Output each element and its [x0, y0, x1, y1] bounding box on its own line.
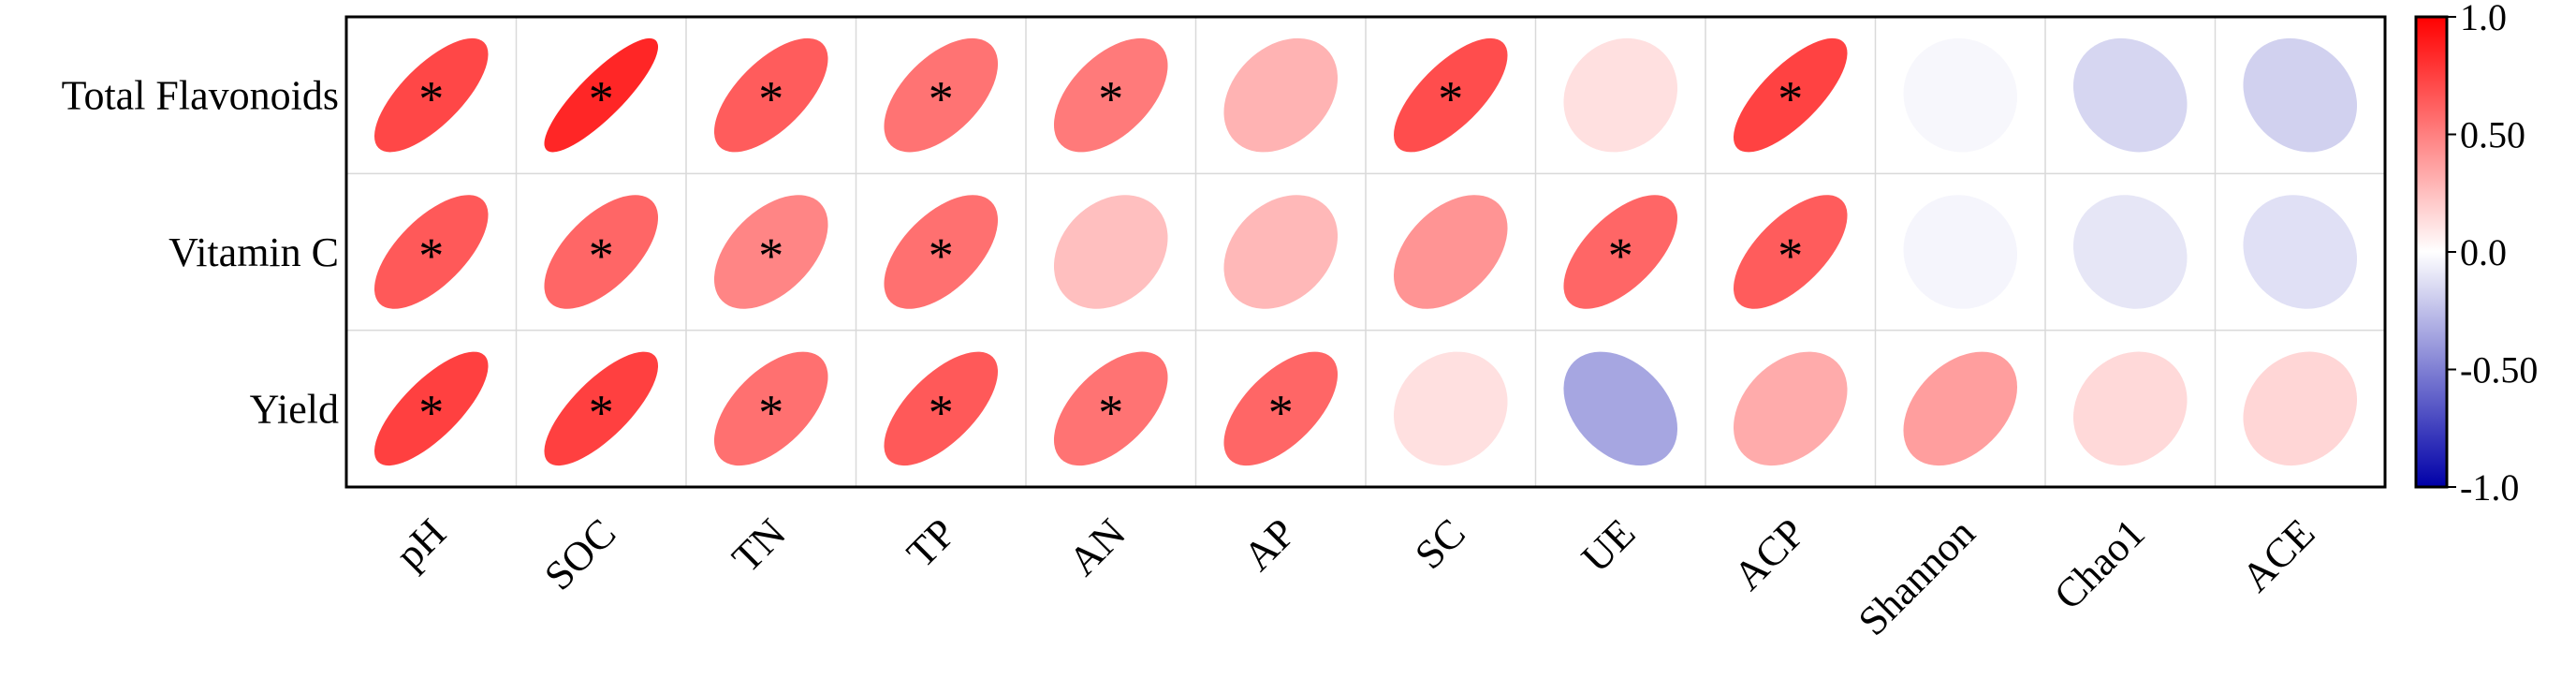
significance-marker: * — [418, 384, 444, 440]
colorbar: 1.0 0.50 0.0 -0.50 -1.0 — [2414, 0, 2538, 509]
significance-marker: * — [1778, 228, 1803, 284]
grid-layer — [344, 15, 2387, 489]
column-label: pH — [387, 509, 455, 578]
significance-marker: * — [929, 71, 954, 127]
correlation-ellipse-vitamin-c-sc — [1393, 195, 1508, 309]
colorbar-tick-label: -0.50 — [2460, 349, 2538, 391]
correlation-ellipse-total-flavonoids-sc — [1393, 37, 1508, 153]
colorbar-tick-label: -1.0 — [2460, 466, 2519, 509]
correlation-ellipse-vitamin-c-ue — [1563, 195, 1678, 309]
significance-marker: * — [589, 71, 614, 127]
significance-marker: * — [758, 384, 783, 440]
correlation-ellipse-vitamin-c-soc — [544, 195, 659, 309]
correlation-ellipse-yield-tp — [884, 351, 999, 466]
column-label: ACE — [2232, 509, 2323, 600]
correlation-ellipse-total-flavonoids-shannon — [1903, 37, 2018, 153]
correlation-ellipse-vitamin-c-ph — [373, 195, 489, 309]
correlation-ellipse-vitamin-c-chao1 — [2072, 195, 2188, 309]
correlation-ellipse-yield-ap — [1223, 351, 1339, 466]
row-label: Yield — [250, 386, 339, 432]
correlation-ellipse-total-flavonoids-acp — [1733, 37, 1848, 153]
plot-border — [344, 15, 2387, 489]
correlation-ellipse-yield-sc — [1393, 351, 1508, 466]
correlation-ellipse-yield-ue — [1563, 351, 1678, 466]
correlation-ellipse-yield-ph — [373, 351, 489, 466]
correlation-ellipse-yield-acp — [1733, 351, 1848, 466]
correlation-ellipse-vitamin-c-ap — [1223, 195, 1339, 309]
correlation-ellipse-vitamin-c-an — [1053, 195, 1168, 309]
significance-marker: * — [1608, 228, 1633, 284]
column-label: SOC — [535, 509, 624, 598]
correlation-ellipse-vitamin-c-tp — [884, 195, 999, 309]
significance-marker: * — [589, 384, 614, 440]
column-labels: pH SOC TN TP AN AP SC UE ACP Shannon Chao1 ACE — [387, 509, 2323, 644]
correlation-ellipse-yield-soc — [544, 351, 659, 466]
correlation-ellipse-yield-chao1 — [2072, 351, 2188, 466]
column-label: SC — [1406, 509, 1474, 578]
correlation-ellipse-vitamin-c-shannon — [1903, 195, 2018, 309]
correlation-ellipse-total-flavonoids-tn — [713, 37, 828, 153]
significance-marker: * — [929, 384, 954, 440]
correlation-ellipse-yield-shannon — [1903, 351, 2018, 466]
correlation-ellipse-total-flavonoids-chao1 — [2072, 37, 2188, 153]
significance-marker: * — [1098, 384, 1123, 440]
correlation-ellipse-yield-tn — [713, 351, 828, 466]
significance-marker: * — [418, 228, 444, 284]
column-label: TN — [724, 509, 795, 581]
colorbar-tick-label: 1.0 — [2460, 0, 2507, 38]
correlation-ellipse-vitamin-c-ace — [2243, 195, 2358, 309]
significance-marker: * — [1778, 71, 1803, 127]
significance-marker: * — [1438, 71, 1463, 127]
column-label: AN — [1060, 509, 1134, 584]
significance-marker: * — [418, 71, 444, 127]
correlation-ellipse-vitamin-c-tn — [713, 195, 828, 309]
colorbar-tick-label: 0.50 — [2460, 114, 2525, 156]
correlation-ellipse-total-flavonoids-ap — [1223, 37, 1339, 153]
column-label: ACP — [1725, 509, 1814, 598]
correlation-ellipse-total-flavonoids-ue — [1563, 37, 1678, 153]
correlation-ellipse-total-flavonoids-ph — [373, 37, 489, 153]
significance-marker: * — [758, 71, 783, 127]
correlation-ellipse-total-flavonoids-soc — [544, 37, 659, 153]
correlation-ellipse-vitamin-c-acp — [1733, 195, 1848, 309]
cells-layer: * * * * * * * * * * * * * * * * * * * — [373, 37, 2358, 466]
significance-marker: * — [1268, 384, 1294, 440]
row-label: Total Flavonoids — [62, 73, 339, 119]
significance-marker: * — [1098, 71, 1123, 127]
correlation-ellipse-yield-an — [1053, 351, 1168, 466]
correlation-ellipse-total-flavonoids-ace — [2243, 37, 2358, 153]
column-label: TP — [898, 509, 964, 576]
significance-marker: * — [758, 228, 783, 284]
column-label: AP — [1235, 509, 1304, 579]
colorbar-tick-label: 0.0 — [2460, 231, 2507, 273]
correlation-ellipse-total-flavonoids-an — [1053, 37, 1168, 153]
significance-marker: * — [929, 228, 954, 284]
column-label: Shannon — [1850, 509, 1984, 644]
correlation-ellipse-yield-ace — [2243, 351, 2358, 466]
row-label: Vitamin C — [168, 229, 339, 275]
column-label: UE — [1573, 509, 1644, 581]
colorbar-gradient — [2414, 15, 2449, 489]
correlation-ellipse-total-flavonoids-tp — [884, 37, 999, 153]
significance-marker: * — [589, 228, 614, 284]
row-labels: Total Flavonoids Vitamin C Yield — [62, 73, 339, 433]
column-label: Chao1 — [2045, 509, 2154, 618]
